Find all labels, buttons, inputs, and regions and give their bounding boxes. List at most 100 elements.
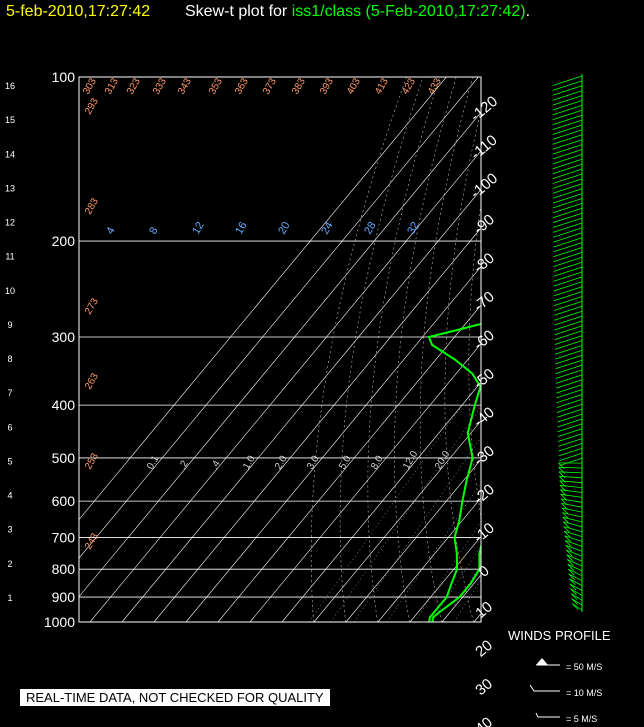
wind-barb <box>553 256 583 267</box>
pressure-tick-label: 100 <box>52 69 76 85</box>
theta-label: 383 <box>290 76 308 96</box>
height-tick-label: 15 <box>5 115 15 125</box>
wind-barb <box>555 359 583 370</box>
wind-legend-feather-5 <box>535 712 539 718</box>
height-tick-label: 11 <box>5 252 14 262</box>
wind-barb <box>552 80 583 91</box>
mixing-ratio-label: 24 <box>319 220 336 237</box>
mixing-ratio-label: 20.0 <box>433 449 452 472</box>
theta-label: 433 <box>426 76 444 96</box>
theta-label: 423 <box>400 76 418 96</box>
wind-barb <box>556 384 583 394</box>
mixing-ratio-label: 32 <box>405 220 422 237</box>
isotherm-line <box>409 535 481 622</box>
wind-barb <box>556 403 583 413</box>
wind-barb <box>553 276 583 287</box>
wind-barb <box>553 261 583 272</box>
wind-barb <box>552 207 583 219</box>
winds-profile-title: WINDS PROFILE <box>508 628 611 643</box>
temperature-tick-label: -90 <box>470 211 498 238</box>
wind-barb <box>560 489 583 493</box>
wind-barb <box>561 507 583 513</box>
temperature-tick-label: 10 <box>472 598 496 622</box>
plot-prefix: Skew-t plot for <box>185 3 288 20</box>
dry-adiabat <box>444 109 481 622</box>
wind-barb <box>562 516 583 523</box>
wind-barb <box>561 503 583 508</box>
theta-label: 373 <box>261 76 279 96</box>
wind-barb <box>558 438 583 447</box>
wind-barb-flag <box>569 578 576 586</box>
wind-barb <box>552 227 583 238</box>
theta-label: 313 <box>103 76 121 96</box>
wind-legend-feather-10 <box>529 684 535 692</box>
wind-barb <box>571 598 583 606</box>
wind-barb <box>552 144 583 155</box>
theta-label: 353 <box>207 76 225 96</box>
wind-barb <box>553 286 583 297</box>
wind-barb-flag <box>564 535 571 543</box>
mixing-ratio-line <box>521 241 644 622</box>
wind-barb <box>558 466 583 469</box>
height-tick-label: 16 <box>5 81 15 91</box>
isotherm-line <box>473 613 481 622</box>
wind-barb-flag <box>562 516 570 524</box>
temperature-tick-label: 20 <box>472 637 496 661</box>
wind-barb-flag <box>561 503 568 510</box>
wind-barb <box>555 350 583 360</box>
theta-label: 293 <box>83 96 101 116</box>
wind-barb <box>552 154 583 165</box>
pressure-tick-label: 800 <box>52 561 76 577</box>
wind-barb <box>569 583 583 591</box>
dry-adiabats <box>310 77 538 622</box>
mixing-ratio-label: 0.1 <box>145 454 162 472</box>
theta-label: 263 <box>83 371 101 391</box>
pressure-tick-label: 200 <box>52 233 76 249</box>
isotherm-line <box>249 343 481 622</box>
wind-barb <box>552 158 583 170</box>
theta-label: 403 <box>345 76 363 96</box>
wind-barb <box>552 100 583 111</box>
theta-label: 393 <box>318 76 336 96</box>
isotherm-line <box>313 420 481 622</box>
wind-barb <box>552 188 583 199</box>
dry-adiabat <box>339 77 424 622</box>
isotherm-line <box>89 150 481 622</box>
mixing-ratio-label: 28 <box>362 220 379 237</box>
station-name: iss1/class (5-Feb-2010,17:27:42) <box>291 3 526 20</box>
theta-label: 413 <box>373 76 391 96</box>
temperature-tick-label: -50 <box>470 365 498 392</box>
dry-adiabat <box>492 77 538 622</box>
wind-barb <box>554 335 583 345</box>
wind-barb <box>554 315 583 326</box>
wind-barb <box>555 379 583 389</box>
isotherm-line <box>634 77 644 622</box>
wind-barb <box>570 588 583 596</box>
wind-barb <box>559 480 583 484</box>
mixing-ratio-label: .4 <box>209 458 223 471</box>
isobars <box>79 76 481 623</box>
wind-barb <box>557 418 583 428</box>
wind-barb <box>558 471 583 474</box>
pressure-tick-label: 1000 <box>44 614 75 630</box>
wind-barb <box>562 512 583 518</box>
temperature-tick-label: -10 <box>470 520 498 547</box>
wind-barb <box>553 281 583 292</box>
wind-barb <box>556 394 583 404</box>
wind-barb <box>564 535 583 542</box>
wind-barb <box>552 168 583 179</box>
temperature-tick-label: 30 <box>472 675 496 699</box>
chart-title: Skew-t plot for iss1/class (5-Feb-2010,1… <box>185 3 530 21</box>
dry-adiabat <box>468 202 481 519</box>
pressure-tick-label: 600 <box>52 493 76 509</box>
wind-legend-10: = 10 M/S <box>566 688 603 698</box>
isotherm-line <box>281 381 481 622</box>
wind-barb <box>553 296 583 306</box>
wind-barb <box>558 448 583 457</box>
wind-barb <box>554 310 583 321</box>
wind-barb <box>552 198 583 209</box>
wind-barb <box>552 119 583 130</box>
theta-label: 363 <box>233 76 251 96</box>
wind-barb <box>555 369 583 379</box>
wind-legend-5: = 5 M/S <box>566 714 598 724</box>
